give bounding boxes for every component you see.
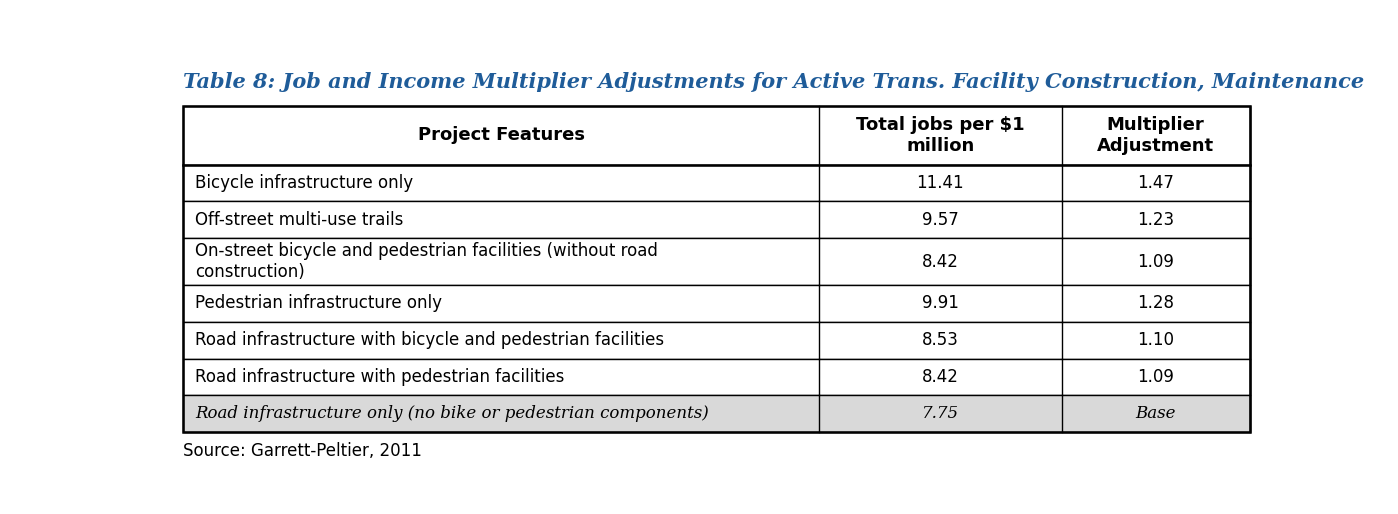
Text: Road infrastructure with bicycle and pedestrian facilities: Road infrastructure with bicycle and ped… (196, 331, 664, 349)
Text: 8.42: 8.42 (921, 252, 959, 270)
Bar (183, 285, 1250, 322)
Text: Project Features: Project Features (418, 126, 584, 144)
Text: 8.42: 8.42 (921, 368, 959, 386)
Text: Road infrastructure only (no bike or pedestrian components): Road infrastructure only (no bike or ped… (196, 405, 709, 422)
Bar (183, 106, 1250, 164)
Bar (183, 322, 1250, 359)
Bar (183, 359, 1250, 395)
Text: Road infrastructure with pedestrian facilities: Road infrastructure with pedestrian faci… (196, 368, 565, 386)
Bar (183, 395, 1250, 432)
Text: 7.75: 7.75 (921, 405, 959, 422)
Text: 1.09: 1.09 (1138, 252, 1174, 270)
Text: Off-street multi-use trails: Off-street multi-use trails (196, 211, 404, 229)
Bar (183, 238, 1250, 285)
Text: Base: Base (1135, 405, 1176, 422)
Text: Total jobs per $1
million: Total jobs per $1 million (856, 116, 1025, 155)
Text: Source: Garrett-Peltier, 2011: Source: Garrett-Peltier, 2011 (183, 442, 422, 460)
Text: Bicycle infrastructure only: Bicycle infrastructure only (196, 174, 414, 192)
Text: On-street bicycle and pedestrian facilities (without road
construction): On-street bicycle and pedestrian facilit… (196, 242, 658, 281)
Text: 1.10: 1.10 (1137, 331, 1174, 349)
Text: 8.53: 8.53 (921, 331, 959, 349)
Text: Multiplier
Adjustment: Multiplier Adjustment (1097, 116, 1215, 155)
Text: 1.23: 1.23 (1137, 211, 1174, 229)
Text: 11.41: 11.41 (917, 174, 965, 192)
Bar (183, 201, 1250, 238)
Text: 1.09: 1.09 (1138, 368, 1174, 386)
Bar (183, 106, 1250, 432)
Text: 9.91: 9.91 (921, 295, 959, 313)
Text: Table 8: Job and Income Multiplier Adjustments for Active Trans. Facility Constr: Table 8: Job and Income Multiplier Adjus… (183, 71, 1364, 91)
Bar (183, 164, 1250, 201)
Text: 1.28: 1.28 (1137, 295, 1174, 313)
Text: Pedestrian infrastructure only: Pedestrian infrastructure only (196, 295, 442, 313)
Text: 1.47: 1.47 (1138, 174, 1174, 192)
Text: 9.57: 9.57 (923, 211, 959, 229)
